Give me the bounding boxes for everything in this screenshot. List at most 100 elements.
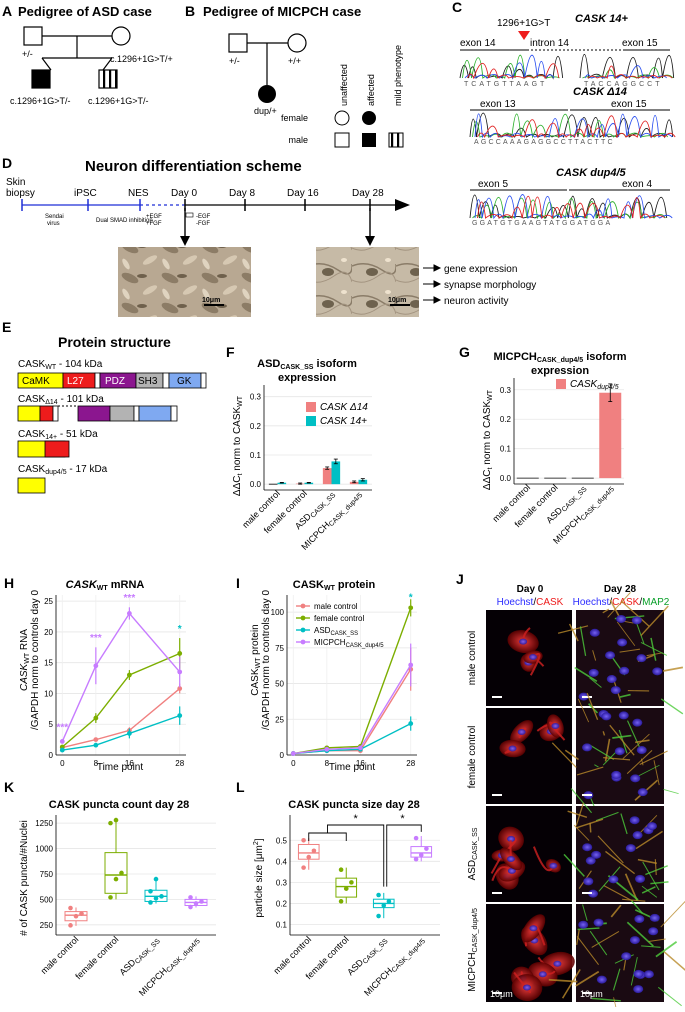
chromatogram-trace xyxy=(580,54,674,78)
row-label-asd: ASDCASK_SS xyxy=(467,827,479,880)
data-point xyxy=(414,857,419,862)
legend-female-unaffected-icon xyxy=(335,111,349,125)
x-tick-sub: CASK_dup4/5 xyxy=(391,938,427,974)
scale-bar xyxy=(492,794,502,796)
nucleus xyxy=(619,667,629,675)
panel-h-ylabel2: /GAPDH norm to controls day 0 xyxy=(30,590,41,730)
data-point xyxy=(339,867,344,872)
trace2-exon15: exon 15 xyxy=(611,99,647,110)
y-tick-label: 25 xyxy=(44,597,53,606)
nucleus xyxy=(582,743,592,751)
legend-label: male control xyxy=(314,602,358,611)
significance-marker: *** xyxy=(124,593,136,604)
panel-h-title: CASKWT mRNA xyxy=(66,579,145,592)
data-point xyxy=(119,871,124,876)
y-tick-label: 0.2 xyxy=(276,899,288,908)
nucleus xyxy=(616,615,626,623)
nucleus xyxy=(638,788,648,796)
data-point xyxy=(68,923,73,928)
trace3-seq: GGATGTGAAGTATGGATGGA xyxy=(472,220,612,227)
legend-label: CASK Δ14 xyxy=(320,402,368,413)
panel-j: J Day 0 Day 28 Hoechst/CASK Hoechst/CASK… xyxy=(456,571,685,1007)
x-tick-sub: CASK_SS xyxy=(310,492,338,520)
trace1-seq-a: TCATGTTAAGT xyxy=(464,81,547,88)
nucleus xyxy=(553,961,561,967)
data-point xyxy=(93,716,98,721)
data-point xyxy=(177,670,182,675)
data-point xyxy=(349,880,354,885)
mutation-label: 1296+1G>T xyxy=(497,18,550,29)
data-point xyxy=(108,895,113,900)
x-tick-label: female control xyxy=(73,934,120,981)
panel-l-letter: L xyxy=(236,779,245,795)
nucleus xyxy=(652,667,662,675)
panel-a-letter: A xyxy=(2,3,12,19)
pedigree-a-father-genotype: +/- xyxy=(22,49,33,59)
data-point xyxy=(159,894,164,899)
panel-f-title: ASDCASK_SS isoform xyxy=(257,358,357,371)
nucleus xyxy=(529,654,537,660)
nucleus xyxy=(634,915,644,923)
nucleus xyxy=(589,669,599,677)
nucleus xyxy=(607,675,617,683)
panel-f-title-line2: expression xyxy=(278,372,336,384)
data-point xyxy=(188,905,193,910)
nucleus xyxy=(507,856,515,862)
panel-f-ylabel: ΔΔCt norm to CASKWT xyxy=(232,395,244,496)
row-label-male: male control xyxy=(467,631,478,685)
panel-i: I CASKWT protein CASKWT protein /GAPDH n… xyxy=(236,575,417,773)
chromatogram-trace xyxy=(460,56,563,78)
y-tick-label: 0 xyxy=(280,751,285,760)
bar xyxy=(332,461,341,484)
panel-k: K CASK puncta count day 28 # of CASK pun… xyxy=(4,779,216,999)
trace3-title: CASK dup4/5 xyxy=(556,167,627,179)
pedigree-a-father xyxy=(24,27,42,45)
panel-d-letter: D xyxy=(2,155,12,171)
pedigree-a-son-affected xyxy=(32,70,50,88)
y-tick-label: 0.1 xyxy=(276,920,288,929)
dup-protein-bar xyxy=(18,478,45,493)
bar xyxy=(323,468,332,484)
x-tick-sub: CASK_SS xyxy=(561,486,589,514)
x-tick-label: 16 xyxy=(356,759,365,768)
chromatogram-2 xyxy=(470,113,675,137)
nucleus xyxy=(582,843,592,851)
x-tick-label: MICPCHCASK_dup4/5 xyxy=(362,934,427,999)
chromatogram-1 xyxy=(460,54,674,78)
dual-smad: Dual SMAD inhibition xyxy=(96,218,153,224)
svg-text:GK: GK xyxy=(177,376,192,387)
stage-day0: Day 0 xyxy=(171,188,198,199)
y-tick-label: 0.2 xyxy=(250,422,262,431)
fgf-plus: +FGF xyxy=(146,221,162,227)
panel-j-letter: J xyxy=(456,571,464,587)
panel-a-title: Pedigree of ASD case xyxy=(18,4,152,19)
data-point xyxy=(114,818,119,823)
data-point xyxy=(93,737,98,742)
data-point xyxy=(408,605,413,610)
data-point xyxy=(148,900,153,905)
nucleus xyxy=(594,919,604,927)
y-tick-label: 250 xyxy=(40,921,54,930)
pedigree-b-father xyxy=(229,34,247,52)
nucleus xyxy=(630,816,640,824)
micrograph-day28-scale: 10μm xyxy=(388,297,406,304)
nucleus xyxy=(539,971,547,977)
panel-g-letter: G xyxy=(459,344,470,360)
data-point xyxy=(344,886,349,891)
data-point xyxy=(301,838,306,843)
legend-point xyxy=(301,604,306,609)
trace1-exon14: exon 14 xyxy=(460,38,496,49)
nucleus xyxy=(647,822,657,830)
panel-l-title: CASK puncta size day 28 xyxy=(288,799,419,811)
panel-i-letter: I xyxy=(236,575,240,591)
data-point xyxy=(93,743,98,748)
panel-h-xlabel: Time point xyxy=(97,762,144,773)
y-tick-label: 15 xyxy=(44,659,53,668)
scale-bar xyxy=(492,892,502,894)
nucleus xyxy=(626,844,636,852)
